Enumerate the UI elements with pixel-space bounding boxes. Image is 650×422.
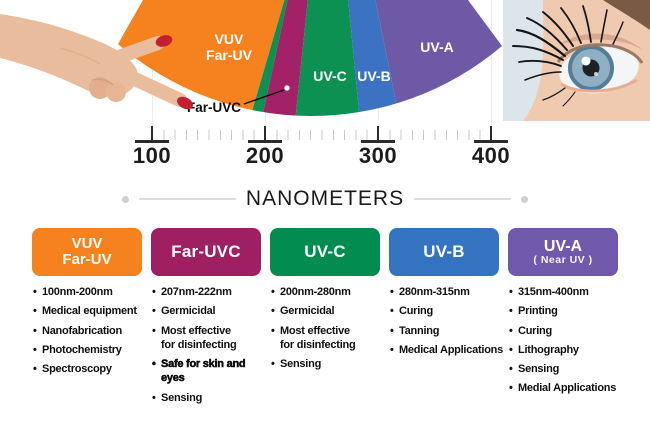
list-item: Medial Applications	[509, 381, 618, 396]
fan-label-vuv-line1: VUV	[215, 31, 244, 47]
gridline-100	[152, 0, 153, 144]
ruler-major-tick-300	[361, 126, 395, 143]
list-item: 315nm-400nm	[509, 285, 618, 300]
curled-finger	[106, 82, 126, 102]
list-item: Printing	[509, 304, 618, 319]
unit-heading: NANOMETERS	[122, 186, 528, 212]
list-item: Lithography	[509, 343, 618, 358]
list-item: Spectroscopy	[33, 362, 142, 377]
callout-label-far-uvc: Far-UVC	[187, 100, 241, 115]
fan-label-uvb: UV-B	[357, 68, 390, 84]
callout-leader-line	[243, 89, 285, 105]
pill-title: Far-UVC	[171, 241, 241, 261]
fan-label-vuv-line2: Far-UV	[206, 47, 253, 63]
pill-uv-c: UV-C	[270, 228, 380, 276]
index-finger-nail	[176, 96, 194, 110]
pill-vuv-far-uv: VUV Far-UV	[32, 228, 142, 276]
list-item: Most effective for disinfecting	[152, 324, 247, 353]
curled-finger	[89, 77, 111, 99]
left-end-dot	[122, 195, 129, 203]
bullet-list-uv-c: 200nm-280nm Germicidal Most effective fo…	[271, 285, 380, 372]
pill-subtitle: ( Near UV )	[533, 253, 593, 266]
fan-label-uva: UV-A	[420, 39, 453, 55]
list-item: 100nm-200nm	[33, 285, 142, 300]
callout-dot	[284, 85, 290, 91]
column-uv-b: UV-B 280nm-315nm Curing Tanning Medical …	[389, 228, 503, 410]
ruler-label-200: 200	[245, 143, 285, 168]
list-item: Sensing	[509, 362, 618, 377]
ruler-major-tick-200	[248, 126, 282, 143]
ruler-label-400: 400	[471, 143, 511, 168]
band-uv-c	[294, 0, 361, 117]
pill-far-uvc: Far-UVC	[151, 228, 261, 276]
list-item: Sensing	[152, 391, 261, 406]
ruler-minor-ticks	[152, 130, 493, 140]
column-far-uvc: Far-UVC 207nm-222nm Germicidal Most effe…	[151, 228, 261, 410]
list-item: Nanofabrication	[33, 324, 142, 339]
ruler-major-tick-400	[474, 126, 508, 143]
pointing-hand-image	[0, 14, 194, 110]
pill-uv-b: UV-B	[389, 228, 499, 276]
band-far-uvc	[259, 0, 308, 117]
column-uv-a: UV-A ( Near UV ) 315nm-400nm Printing Cu…	[508, 228, 618, 410]
uv-band-columns: VUV Far-UV 100nm-200nm Medical equipment…	[32, 228, 618, 410]
ruler-label-300: 300	[358, 143, 398, 168]
bullet-list-far-uvc: 207nm-222nm Germicidal Most effective fo…	[152, 285, 261, 405]
pill-title: UV-B	[423, 241, 465, 261]
list-item: Curing	[509, 324, 618, 339]
list-item: Medical equipment	[33, 304, 142, 319]
eye-image	[503, 0, 650, 121]
upper-finger-nail	[155, 35, 173, 47]
ruler-major-tick-100	[135, 126, 169, 143]
uv-spectrum-fan: VUV Far-UV UV-C UV-B UV-A Far-UVC	[118, 0, 502, 117]
pill-title-line1: VUV	[71, 234, 103, 252]
list-item: Germicidal	[271, 304, 380, 319]
ruler-label-100: 100	[132, 143, 172, 168]
nanometer-ruler: 100 200 300 400	[0, 126, 650, 172]
list-item: Curing	[390, 304, 499, 319]
eyebrow	[603, 0, 650, 30]
list-item: 280nm-315nm	[390, 285, 499, 300]
band-uvc-lower-sliver	[246, 0, 288, 117]
hand-index-finger	[117, 67, 187, 107]
eyelashes	[512, 5, 624, 107]
list-item: Most effective for disinfecting	[271, 324, 366, 353]
column-uv-c: UV-C 200nm-280nm Germicidal Most effecti…	[270, 228, 380, 410]
left-rule-line	[139, 198, 236, 200]
hand-upper-finger	[109, 36, 165, 65]
list-item-safe-for-skin: Safe for skin and eyes	[152, 357, 247, 386]
right-end-dot	[521, 195, 528, 203]
list-item: Germicidal	[152, 304, 261, 319]
band-vuv-far-uv	[118, 0, 285, 117]
list-item: 200nm-280nm	[271, 285, 380, 300]
list-item: Photochemistry	[33, 343, 142, 358]
bullet-list-uv-b: 280nm-315nm Curing Tanning Medical Appli…	[390, 285, 503, 358]
list-item: Tanning	[390, 324, 499, 339]
list-item: 207nm-222nm	[152, 285, 261, 300]
list-item: Medical Applications	[390, 343, 503, 358]
pill-uv-a: UV-A ( Near UV )	[508, 228, 618, 276]
right-rule-line	[414, 198, 511, 200]
bullet-list-uv-a: 315nm-400nm Printing Curing Lithography …	[509, 285, 618, 396]
column-vuv-far-uv: VUV Far-UV 100nm-200nm Medical equipment…	[32, 228, 142, 410]
list-item: Sensing	[271, 357, 380, 372]
band-uv-b	[348, 0, 402, 117]
fan-label-uvc: UV-C	[313, 68, 346, 84]
bullet-list-vuv: 100nm-200nm Medical equipment Nanofabric…	[33, 285, 142, 377]
pill-title-line2: Far-UV	[62, 251, 112, 268]
gridline-400	[491, 0, 492, 144]
unit-label: NANOMETERS	[245, 187, 405, 210]
pill-title: UV-C	[304, 241, 346, 261]
pill-title: UV-A	[543, 237, 583, 255]
